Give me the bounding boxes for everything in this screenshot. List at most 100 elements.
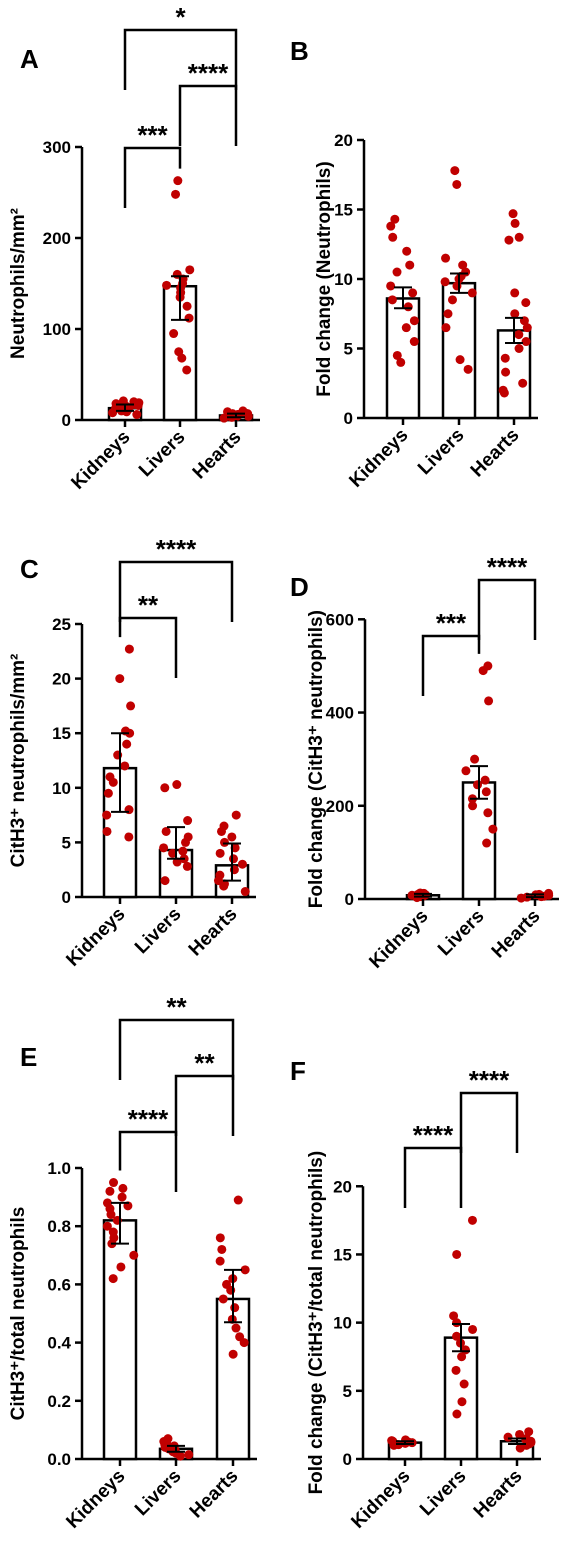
data-point (455, 355, 465, 365)
data-point (183, 832, 193, 842)
data-point (160, 783, 170, 793)
y-axis-title: Fold change (CitH3⁺ neutrophils) (306, 610, 327, 908)
data-point (392, 350, 402, 360)
y-tick-label: 600 (326, 610, 354, 629)
data-point (237, 859, 247, 869)
data-point (160, 876, 170, 886)
category-label: Hearts (467, 425, 524, 482)
data-point (173, 176, 183, 186)
significance-label: *** (137, 120, 168, 150)
data-point (467, 288, 477, 298)
category-label: Kidneys (67, 427, 134, 494)
significance-bracket (123, 28, 238, 90)
data-point (215, 1256, 225, 1266)
data-point (390, 214, 400, 224)
y-tick-label: 0 (62, 888, 71, 907)
data-point (108, 1274, 118, 1284)
y-axis-title: CitH3⁺/total neutrophils (8, 1207, 29, 1421)
data-point (441, 253, 451, 263)
data-point (178, 846, 188, 856)
panel-a: A 0 100 200 300 Neutrophils/mm² Kidneys Livers H… (8, 2, 260, 494)
data-point (457, 1352, 467, 1362)
category-label: Kidneys (347, 1466, 414, 1533)
y-tick-label: 25 (52, 615, 71, 634)
y-tick-label: 20 (334, 131, 353, 150)
data-point (218, 1294, 228, 1304)
data-point (233, 1195, 243, 1205)
data-point (386, 281, 396, 291)
data-point (227, 832, 237, 842)
bar-livers (441, 281, 477, 420)
y-tick-label: 10 (334, 270, 353, 289)
data-point (159, 843, 169, 853)
significance-label: **** (188, 58, 229, 88)
significance-bracket (123, 146, 182, 208)
panel-f: F 0 5 10 15 20 Fold change (CitH3⁺/total neutr… (290, 1056, 541, 1533)
y-tick-label: 5 (343, 1382, 352, 1401)
category-label: Hearts (470, 1466, 527, 1523)
data-point (120, 761, 130, 771)
data-point (124, 832, 134, 842)
panel-letter: F (290, 1056, 306, 1086)
data-point (403, 302, 413, 312)
y-tick-label: 0.2 (47, 1392, 71, 1411)
y-axis-title: Fold change (CitH3⁺/total neutrophils) (306, 1151, 327, 1495)
significance-bracket (118, 560, 234, 622)
data-point (171, 189, 181, 199)
data-point (405, 260, 415, 270)
data-point (452, 179, 462, 189)
significance-bracket (118, 1130, 178, 1192)
data-point (514, 344, 524, 353)
data-point (457, 1397, 467, 1407)
data-point (183, 816, 193, 826)
significance-label: ** (138, 590, 159, 620)
data-point (544, 888, 554, 898)
y-tick-label: 10 (333, 1314, 352, 1333)
data-point (503, 1432, 513, 1442)
significance-bracket (403, 1146, 463, 1208)
data-point (387, 295, 397, 305)
panel-e: E 0.0 0.2 0.4 0.6 0.8 1.0 CitH3⁺/total neutroph… (8, 992, 257, 1533)
data-point (514, 232, 524, 242)
data-point (217, 1244, 227, 1254)
data-point (184, 1450, 194, 1460)
y-tick-label: 1.0 (47, 1159, 71, 1178)
data-point (500, 353, 510, 363)
data-point (458, 260, 468, 270)
data-point (518, 378, 528, 388)
significance-label: **** (487, 552, 528, 582)
panel-letter: B (290, 36, 309, 66)
data-point (463, 364, 473, 374)
significance-label: **** (128, 1104, 169, 1134)
y-axis-title: Neutrophils/mm² (8, 208, 29, 359)
data-point (174, 347, 184, 357)
data-point (521, 337, 531, 347)
data-point (510, 218, 520, 228)
data-point (108, 1227, 118, 1237)
data-point (172, 780, 182, 790)
y-tick-label: 10 (52, 779, 71, 798)
panel-c: C 0 5 10 15 20 25 CitH3⁺ neutrophils/mm² Kidneys… (8, 534, 256, 971)
data-point (185, 265, 195, 275)
data-point (231, 1323, 241, 1333)
y-tick-label: 15 (52, 724, 71, 743)
data-point (451, 1365, 461, 1375)
data-point (172, 857, 182, 867)
data-point (231, 810, 241, 820)
data-point (215, 848, 225, 858)
y-tick-label: 0.4 (47, 1334, 71, 1353)
data-point (102, 810, 112, 820)
y-axis-title: CitH3⁺ neutrophils/mm² (8, 654, 29, 868)
data-point (184, 313, 194, 323)
data-point (215, 1233, 225, 1243)
data-point (230, 1303, 240, 1313)
data-point (488, 824, 498, 834)
data-point (122, 739, 132, 749)
data-point (109, 1178, 119, 1188)
data-point (105, 772, 115, 782)
data-point (467, 1215, 477, 1225)
data-point (521, 298, 531, 308)
data-point (447, 295, 457, 305)
category-label: Hearts (185, 904, 242, 961)
data-point (392, 267, 402, 277)
